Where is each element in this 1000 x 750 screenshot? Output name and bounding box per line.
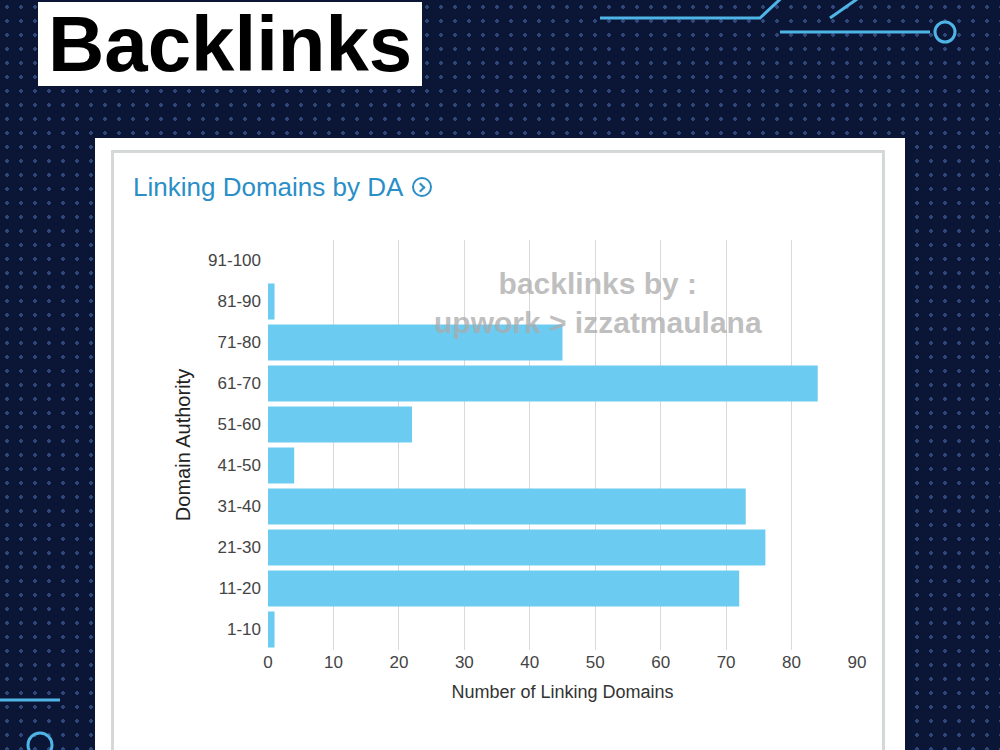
svg-text:40: 40: [520, 653, 539, 672]
svg-text:Domain Authority: Domain Authority: [172, 369, 194, 521]
svg-text:1-10: 1-10: [227, 620, 261, 639]
svg-text:81-90: 81-90: [218, 292, 261, 311]
svg-text:31-40: 31-40: [218, 497, 261, 516]
svg-text:61-70: 61-70: [218, 374, 261, 393]
svg-text:60: 60: [651, 653, 670, 672]
svg-text:11-20: 11-20: [219, 579, 261, 598]
svg-text:21-30: 21-30: [218, 538, 261, 557]
svg-text:91-100: 91-100: [208, 251, 261, 270]
svg-text:30: 30: [455, 653, 474, 672]
svg-text:10: 10: [324, 653, 343, 672]
svg-text:51-60: 51-60: [218, 415, 261, 434]
svg-text:80: 80: [782, 653, 801, 672]
svg-text:50: 50: [586, 653, 605, 672]
svg-text:90: 90: [848, 653, 867, 672]
svg-text:71-80: 71-80: [218, 333, 261, 352]
svg-text:70: 70: [717, 653, 736, 672]
svg-text:backlinks by :upwork > izzatma: backlinks by :upwork > izzatmaulana: [434, 267, 762, 339]
svg-text:Linking Domains by DA: Linking Domains by DA: [133, 172, 404, 202]
html-text:Backlinks: Backlinks: [48, 0, 413, 88]
svg-text:41-50: 41-50: [218, 456, 261, 475]
svg-text:20: 20: [389, 653, 408, 672]
svg-text:0: 0: [263, 653, 272, 672]
svg-text:Number of Linking Domains: Number of Linking Domains: [451, 682, 673, 702]
